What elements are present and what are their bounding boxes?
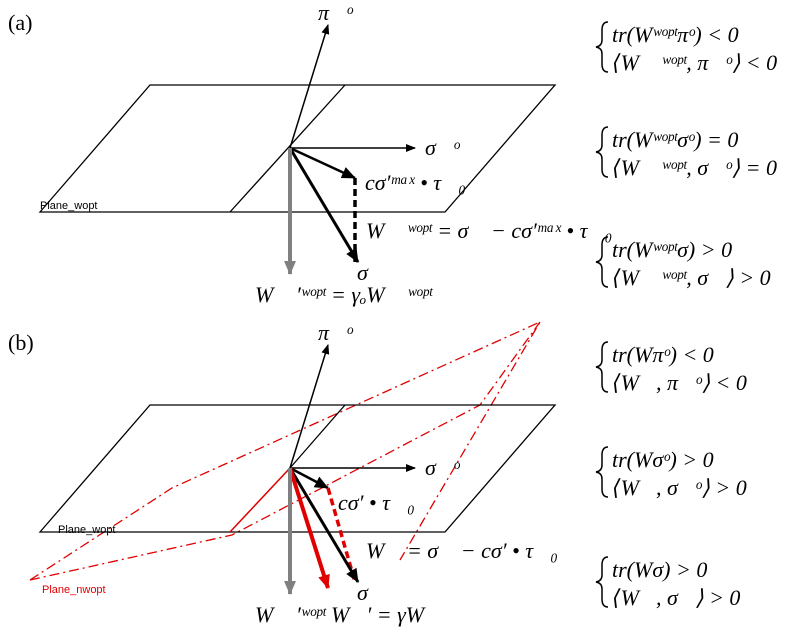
plane-nwopt-label: Plane_nwopt [42, 584, 106, 596]
sigma-o-label: σ⃗ᵒ [425, 135, 461, 160]
condition: tr(Wσ) > 0 [612, 557, 707, 582]
plane-label: Plane_wopt [58, 524, 116, 536]
plane [38, 84, 557, 213]
sigma-label: σ⃗ [357, 580, 385, 605]
condition: ⟨W⃗ ʷᵒᵖᵗ, π⃗ᵒ⟩ < 0 [612, 50, 777, 75]
w-vector [289, 146, 356, 180]
brace [595, 126, 609, 178]
condition: tr(Wʷᵒᵖᵗπᵒ) < 0 [612, 22, 739, 47]
sigma-label: σ⃗ [357, 260, 385, 285]
condition: ⟨W⃗ ʷᵒᵖᵗ, σ⃗⟩ > 0 [612, 265, 771, 290]
sigma-vector [288, 467, 360, 583]
condition: tr(Wσᵒ) > 0 [612, 447, 714, 472]
brace [595, 341, 609, 393]
plane-nwopt [29, 320, 542, 581]
brace [595, 446, 609, 498]
c-tau-label: cσ′ᵐᵃˣ • τ⃗₀ [365, 170, 466, 195]
sigma-vector [288, 147, 360, 263]
plane-label: Plane_wopt [40, 200, 98, 212]
panels: (a) Plane_wopt π⃗ᵒ σ⃗ᵒ cσ′ᵐᵃˣ • τ⃗₀ W⃗ ʷᵒᵖᵗ =… [8, 0, 777, 627]
brace [595, 556, 609, 608]
c-tau-dashed [326, 487, 357, 583]
plane-divider [229, 84, 346, 213]
plane-divider [229, 467, 291, 533]
panel-label: (b) [8, 330, 34, 355]
condition: ⟨W⃗, σ⃗⟩ > 0 [612, 585, 740, 610]
w-equation: W⃗ = σ⃗ − cσ′ • τ⃗₀ [366, 538, 558, 563]
panel-label: (a) [8, 10, 32, 35]
condition: tr(Wπᵒ) < 0 [612, 342, 714, 367]
plane-nwopt-inner [29, 321, 541, 581]
condition: tr(Wʷᵒᵖᵗσᵒ) = 0 [612, 127, 738, 152]
pi-label: π⃗ᵒ [318, 0, 354, 25]
w-prime-label: W⃗ ′ʷᵒᵖᵗ W⃗′ = γW⃗ [255, 602, 441, 627]
condition: tr(Wʷᵒᵖᵗσ) > 0 [612, 237, 732, 262]
condition: ⟨W⃗, π⃗ᵒ⟩ < 0 [612, 370, 747, 395]
w-prime-vector [288, 467, 330, 589]
pi-vector [289, 24, 330, 149]
plane-divider [289, 404, 346, 469]
w-vector [289, 466, 329, 490]
w-prime-label: W⃗ ′ʷᵒᵖᵗ = γₒW⃗ ʷᵒᵖᵗ [255, 282, 433, 307]
w-equation: W⃗ ʷᵒᵖᵗ = σ⃗ − cσ′ᵐᵃˣ • τ⃗₀ [366, 218, 612, 243]
condition: ⟨W⃗ ʷᵒᵖᵗ, σ⃗ᵒ⟩ = 0 [612, 155, 777, 180]
sigma-o-label: σ⃗ᵒ [425, 455, 461, 480]
brace [595, 236, 609, 288]
pi-label: π⃗ᵒ [318, 320, 354, 345]
brace [595, 21, 609, 73]
condition: ⟨W⃗, σ⃗ᵒ⟩ > 0 [612, 475, 747, 500]
c-tau-label: cσ′ • τ⃗₀ [338, 490, 415, 515]
pi-vector [289, 344, 330, 469]
